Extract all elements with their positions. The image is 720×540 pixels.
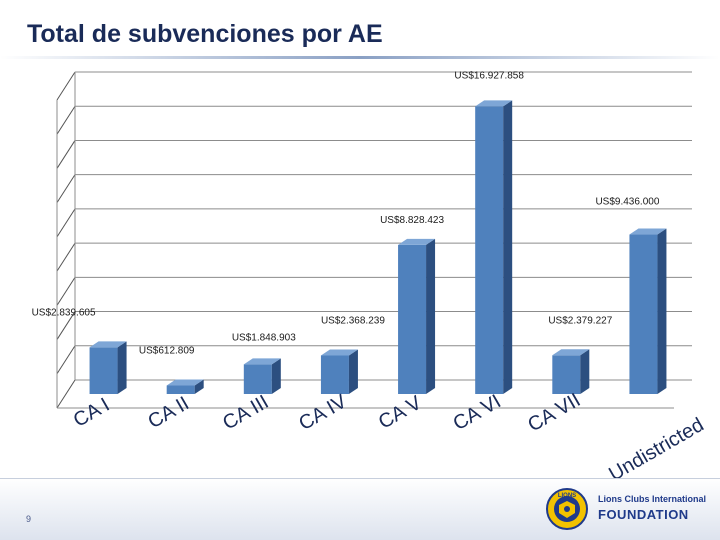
bar xyxy=(475,106,504,394)
gridline-side xyxy=(56,105,76,135)
gridline-side xyxy=(56,242,76,272)
page-number: 9 xyxy=(26,514,32,524)
bar-side xyxy=(503,100,513,394)
bar-top xyxy=(320,349,358,356)
gridline-side xyxy=(56,71,76,101)
bar-top xyxy=(398,238,436,245)
category-label: CA IV xyxy=(295,390,351,435)
category-label: CA I xyxy=(70,394,114,432)
bar-top xyxy=(475,100,513,107)
data-label: US$8.828.423 xyxy=(380,215,444,226)
page-title: Total de subvenciones por AE xyxy=(27,20,383,48)
data-label: US$9.436.000 xyxy=(595,197,659,208)
title-rule xyxy=(0,56,720,59)
data-label: US$2.368.239 xyxy=(321,315,385,326)
category-label: Undistricted xyxy=(605,414,707,478)
lions-logo: LIONS Lions Clubs International FOUNDATI… xyxy=(545,487,706,531)
gridline-side xyxy=(56,311,76,340)
bar xyxy=(552,355,581,394)
data-label: US$16.927.858 xyxy=(454,70,524,81)
bar xyxy=(398,244,427,394)
bar-side xyxy=(426,238,436,394)
bar-side xyxy=(580,349,590,394)
bar-chart: US$2.839.605 CA I US$612.809 CA II US$1.848.… xyxy=(32,70,708,478)
logo-line1: Lions Clubs International xyxy=(598,494,707,504)
gridline-side xyxy=(56,208,76,238)
category-label: CA VII xyxy=(524,389,584,436)
data-label: US$2.379.227 xyxy=(548,315,612,326)
gridline-side xyxy=(56,379,76,409)
data-label: US$2.839.605 xyxy=(32,307,96,318)
category-label: CA V xyxy=(375,392,426,434)
lions-emblem-icon: LIONS xyxy=(546,488,588,530)
bar xyxy=(320,355,349,394)
category-label: CA III xyxy=(219,391,272,435)
bar-top xyxy=(166,379,204,386)
bar-top xyxy=(629,228,667,235)
bar xyxy=(629,234,658,394)
bar xyxy=(166,385,195,394)
category-label: CA II xyxy=(144,392,193,433)
gridline-side xyxy=(56,345,76,375)
bar-top xyxy=(89,341,127,348)
bar-side xyxy=(348,349,358,394)
logo-line2: FOUNDATION xyxy=(598,507,689,522)
bar xyxy=(243,364,272,394)
bar-side xyxy=(194,379,204,394)
bar-side xyxy=(271,358,281,394)
bar-side xyxy=(657,228,667,394)
category-label: CA VI xyxy=(450,390,505,435)
data-label: US$1.848.903 xyxy=(232,332,296,343)
data-label: US$612.809 xyxy=(139,346,195,357)
gridline-side xyxy=(56,277,76,306)
bar xyxy=(89,347,118,394)
gridline-side xyxy=(56,140,76,169)
gridline-side xyxy=(56,174,76,203)
bar-top xyxy=(552,349,590,356)
emblem-text: LIONS xyxy=(558,493,576,499)
bar-side xyxy=(117,341,127,394)
footer-band xyxy=(0,478,720,540)
bar-top xyxy=(243,358,281,365)
